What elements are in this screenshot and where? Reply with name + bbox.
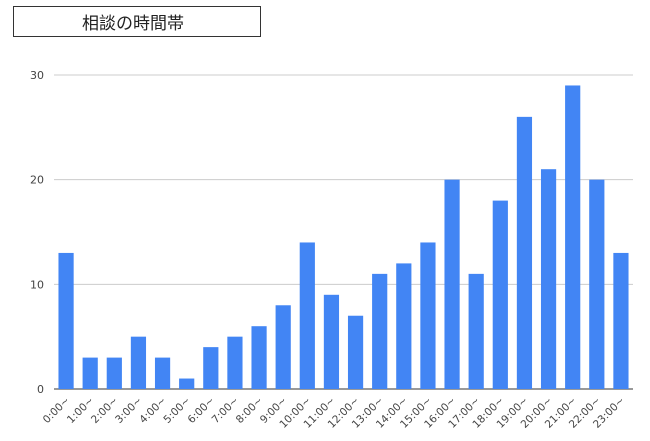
- bar-4: [154, 357, 171, 389]
- bar-3: [130, 336, 147, 389]
- bar-12: [347, 315, 364, 389]
- y-tick-label-30: 30: [30, 69, 44, 82]
- bar-23: [613, 252, 629, 389]
- bar-19: [516, 116, 533, 389]
- y-tick-label-10: 10: [30, 278, 44, 291]
- bar-1: [82, 357, 98, 389]
- bar-13: [372, 273, 388, 389]
- bar-8: [251, 326, 267, 389]
- bar-2: [106, 357, 122, 389]
- bar-20: [540, 169, 557, 389]
- bar-14: [396, 263, 412, 389]
- y-tick-label-0: 0: [37, 383, 44, 396]
- y-tick-label-20: 20: [30, 174, 44, 187]
- chart-title: 相談の時間帯: [82, 14, 184, 34]
- bar-9: [275, 305, 291, 389]
- bar-7: [227, 336, 243, 389]
- bar-11: [323, 294, 340, 389]
- bar-16: [444, 179, 460, 389]
- bar-21: [565, 85, 581, 389]
- bar-5: [179, 378, 195, 389]
- bar-10: [299, 242, 315, 389]
- chart-title-box: 相談の時間帯: [13, 6, 261, 37]
- bar-6: [203, 347, 219, 389]
- bar-18: [492, 200, 508, 389]
- bar-15: [420, 242, 436, 389]
- bar-22: [589, 179, 605, 389]
- bar-0: [58, 252, 74, 389]
- bar-17: [468, 273, 484, 389]
